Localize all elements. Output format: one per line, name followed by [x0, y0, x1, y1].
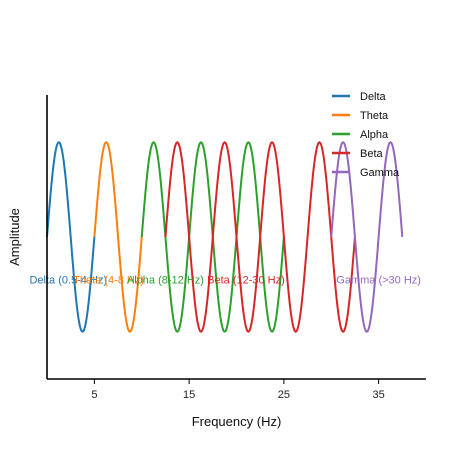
y-axis-label: Amplitude [7, 208, 22, 266]
legend: Delta Theta Alpha Beta Gamma [332, 91, 400, 179]
band-annotation: Gamma (>30 Hz) [336, 275, 421, 287]
legend-label-theta: Theta [360, 110, 389, 122]
band-annotation: Beta (12-30 Hz) [207, 275, 285, 287]
x-tick-label: 15 [183, 389, 195, 401]
x-tick-label: 35 [373, 389, 385, 401]
band-annotation: Theta (4-8 Hz) [73, 275, 144, 287]
legend-label-delta: Delta [360, 91, 387, 103]
band-annotation: Delta (0.5-4 Hz) [29, 275, 107, 287]
annotation-layer: Delta (0.5-4 Hz)Theta (4-8 Hz)Alpha (8-1… [29, 275, 420, 287]
x-tick-layer: 5 15 25 35 [91, 379, 385, 401]
series-layer [46, 141, 404, 333]
band-annotation: Alpha (8-12 Hz) [127, 275, 204, 287]
series-line-gamma [330, 141, 404, 333]
series-line-beta [164, 141, 356, 333]
x-tick-label: 25 [278, 389, 290, 401]
legend-label-gamma: Gamma [360, 167, 400, 179]
legend-label-beta: Beta [360, 148, 384, 160]
x-axis-label: Frequency (Hz) [192, 414, 282, 429]
series-line-delta [46, 141, 96, 333]
legend-label-alpha: Alpha [360, 129, 389, 141]
series-line-theta [93, 141, 143, 333]
x-tick-label: 5 [91, 389, 97, 401]
